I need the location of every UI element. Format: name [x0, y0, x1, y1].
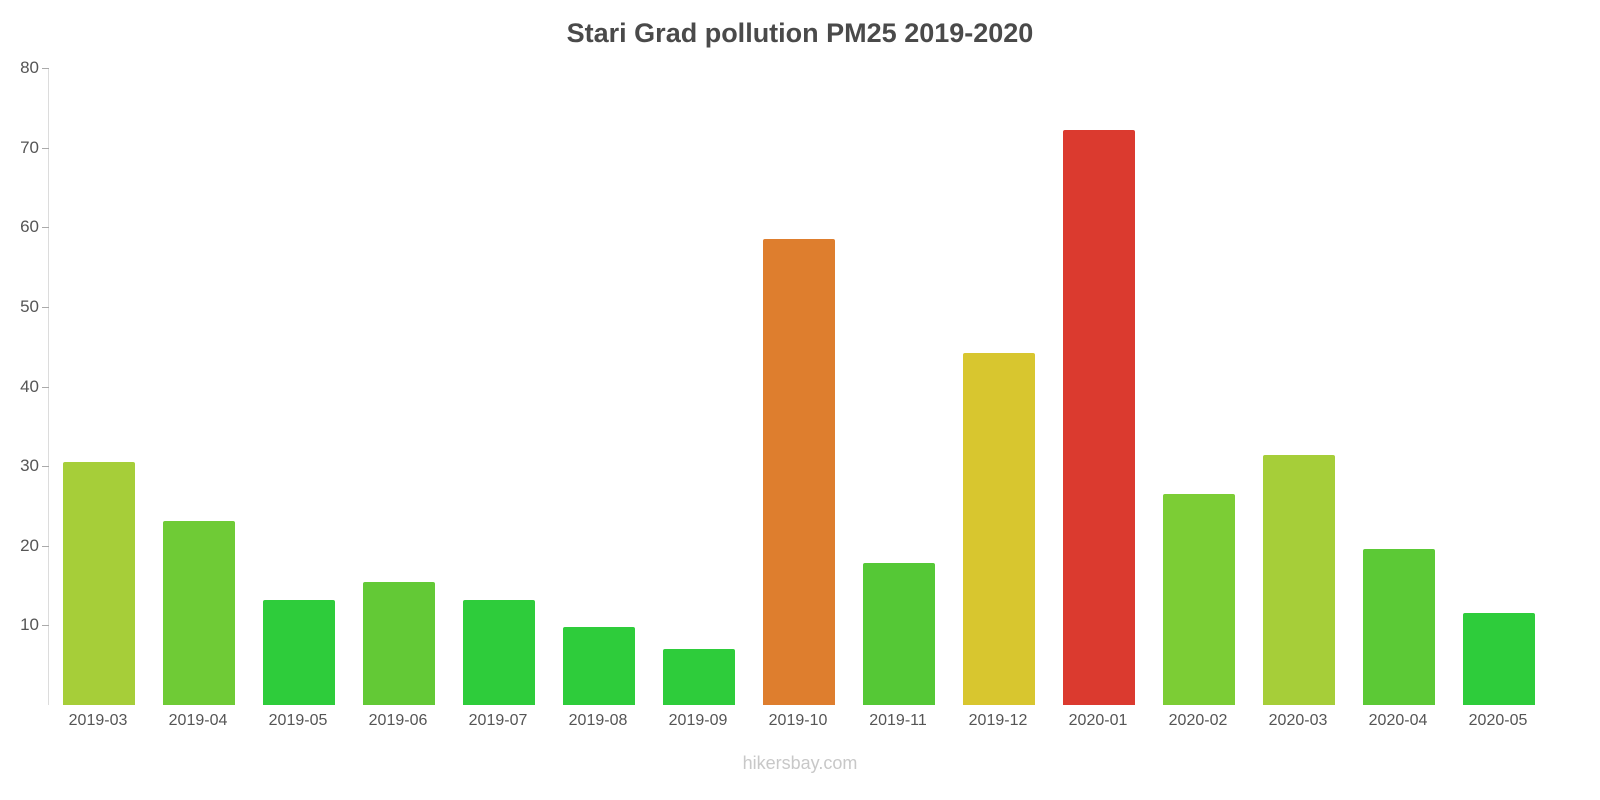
- bar-2020-02: [1163, 494, 1235, 705]
- bar-slot: [249, 68, 349, 705]
- y-tick-label: 60: [20, 217, 39, 237]
- x-axis-label: 2020-05: [1468, 712, 1528, 729]
- y-tick-label: 10: [20, 615, 39, 635]
- bar-2019-04: [163, 521, 235, 705]
- bar-2019-07: [463, 599, 535, 705]
- x-axis-label: 2019-05: [268, 712, 328, 729]
- bar-slot: [649, 68, 749, 705]
- chart-title: Stari Grad pollution PM25 2019-2020: [566, 18, 1034, 48]
- bar-slot: [1149, 68, 1249, 705]
- bar-2020-04: [1363, 548, 1435, 705]
- bar-slot: [1349, 68, 1449, 705]
- x-axis-label: 2020-04: [1368, 712, 1428, 729]
- y-tick-mark: [42, 466, 49, 468]
- bar-2020-01: [1063, 130, 1135, 705]
- x-axis-label: 2020-01: [1068, 712, 1128, 729]
- x-axis-label: 2019-09: [668, 712, 728, 729]
- bar-2020-03: [1263, 454, 1335, 705]
- y-tick-mark: [42, 147, 49, 149]
- bars-container: [49, 68, 1549, 705]
- bar-slot: [1249, 68, 1349, 705]
- x-axis-label: 2019-11: [869, 712, 927, 729]
- bar-slot: [349, 68, 449, 705]
- x-axis-label: 2019-08: [568, 712, 628, 729]
- x-axis-label: 2019-12: [968, 712, 1028, 729]
- y-tick-label: 70: [20, 137, 39, 157]
- y-tick-label: 80: [20, 58, 39, 77]
- y-tick-mark: [42, 306, 49, 308]
- bar-2019-03: [63, 462, 135, 705]
- x-axis-label: 2019-06: [368, 712, 428, 729]
- bar-slot: [449, 68, 549, 705]
- x-axis-label: 2019-04: [168, 712, 228, 729]
- x-axis-label: 2019-07: [468, 712, 528, 729]
- bar-2019-12: [963, 353, 1035, 705]
- bar-slot: [49, 68, 149, 705]
- bar-slot: [849, 68, 949, 705]
- x-axis-label: 2020-03: [1268, 712, 1328, 729]
- y-tick-label: 40: [20, 376, 39, 396]
- bar-slot: [949, 68, 1049, 705]
- x-axis: 2019-03 2019-04 2019-05 2019-06 2019-07 2019-…: [48, 712, 1548, 730]
- bar-slot: [749, 68, 849, 705]
- y-tick-mark: [42, 625, 49, 627]
- bar-2019-09: [663, 649, 735, 705]
- bar-2019-05: [263, 599, 335, 705]
- y-tick-mark: [42, 545, 49, 547]
- bar-slot: [549, 68, 649, 705]
- bar-2019-11: [863, 563, 935, 705]
- x-axis-label: 2020-02: [1168, 712, 1228, 729]
- y-tick-mark: [42, 386, 49, 388]
- bar-2019-10: [763, 239, 835, 705]
- bar-slot: [149, 68, 249, 705]
- x-axis-label: 2019-10: [768, 712, 828, 729]
- bar-slot: [1449, 68, 1549, 705]
- plot-area: 10 20 30 40 50 60 70 80: [20, 58, 1549, 705]
- bar-2020-05: [1463, 613, 1535, 705]
- bar-slot: [1049, 68, 1149, 705]
- y-tick-label: 50: [20, 296, 39, 316]
- bar-2019-06: [363, 582, 435, 705]
- watermark: hikersbay.com: [742, 753, 858, 773]
- y-tick-label: 30: [20, 456, 39, 476]
- x-axis-label: 2019-03: [68, 712, 128, 729]
- y-tick-mark: [42, 68, 49, 69]
- bar-2019-08: [563, 626, 635, 705]
- y-tick-mark: [42, 227, 49, 229]
- y-tick-label: 20: [20, 535, 39, 555]
